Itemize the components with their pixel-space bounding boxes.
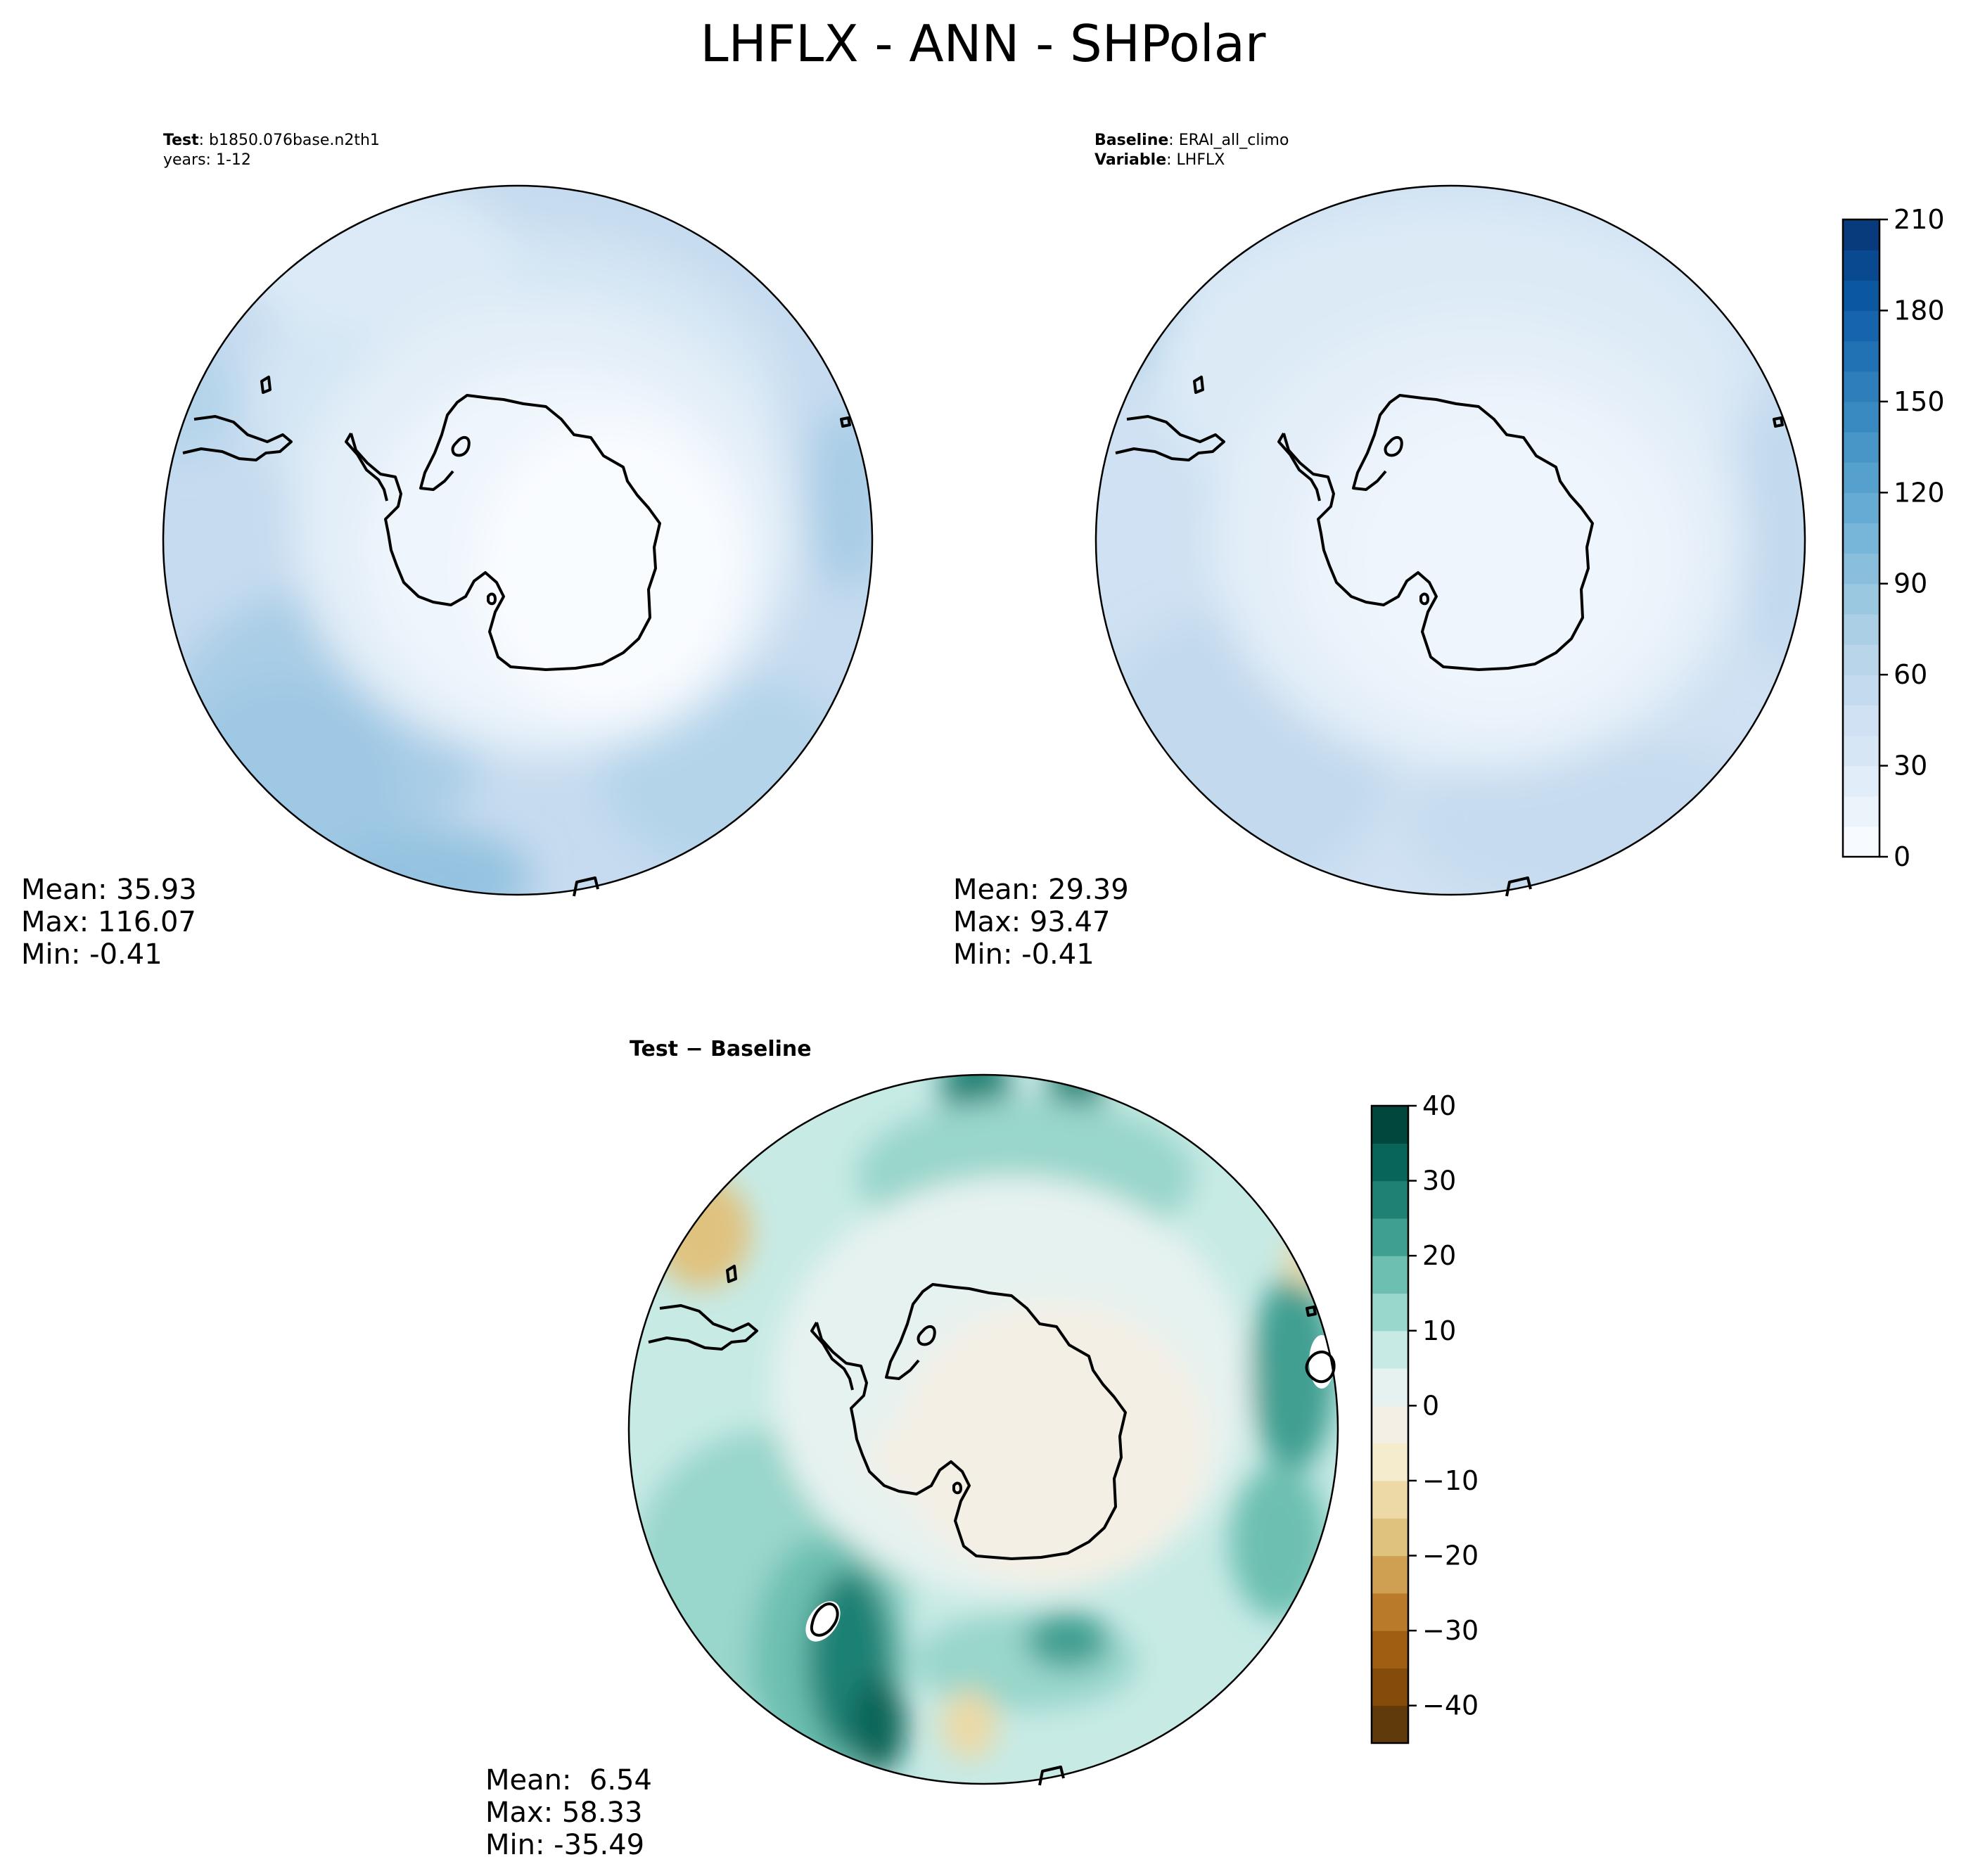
main-colorbar-color-band (1843, 735, 1879, 767)
main-colorbar-color-band (1843, 219, 1879, 250)
baseline-polar-map (1094, 184, 1806, 897)
diff-colorbar-tick-label: 40 (1422, 1090, 1456, 1121)
baseline-variable: Variable: LHFLX (1094, 151, 1225, 170)
baseline-max: Max: 93.47 (953, 906, 1111, 938)
diff-mean: Mean: 6.54 (485, 1764, 652, 1797)
main-colorbar-tick-label: 120 (1894, 477, 1945, 508)
baseline-label: Baseline (1094, 132, 1169, 149)
main-colorbar-color-band (1843, 675, 1879, 706)
test-stats: Mean: 35.93 Max: 116.07 Min: -0.41 (21, 874, 197, 971)
diff-colorbar-color-band (1372, 1180, 1408, 1219)
diff-colorbar-color-band (1372, 1443, 1408, 1481)
diff-stats: Mean: 6.54 Max: 58.33 Min: -35.49 (485, 1764, 652, 1861)
main-colorbar-color-band (1843, 613, 1879, 645)
diff-min: Min: -35.49 (485, 1829, 645, 1861)
main-colorbar-color-band (1843, 401, 1879, 433)
test-coastline (182, 376, 851, 897)
main-colorbar-tick-label: 180 (1894, 295, 1945, 326)
diff-colorbar-tick-label: −20 (1422, 1540, 1479, 1571)
main-colorbar-color-band (1843, 280, 1879, 312)
test-min: Min: -0.41 (21, 938, 162, 971)
diff-colorbar-color-band (1372, 1368, 1408, 1406)
diff-colorbar-color-band (1372, 1218, 1408, 1256)
diff-colorbar-color-band (1372, 1593, 1408, 1631)
main-colorbar-color-band (1843, 796, 1879, 827)
main-colorbar-tick-label: 30 (1894, 751, 1927, 781)
diff-colorbar-color-band (1372, 1518, 1408, 1557)
diff-colorbar: −40 −30 −20 −10 0 10 20 30 40 (1370, 1090, 1479, 1744)
main-colorbar-color-band (1843, 583, 1879, 615)
main-colorbar-tick-label: 60 (1894, 659, 1927, 690)
main-colorbar-color-band (1843, 462, 1879, 493)
diff-colorbar-tick-label: 30 (1422, 1166, 1456, 1197)
diff-panel-title: Test − Baseline (630, 1037, 812, 1061)
main-colorbar-color-band (1843, 492, 1879, 524)
main-colorbar-color-band (1843, 765, 1879, 797)
main-colorbar-color-band (1843, 705, 1879, 736)
diff-colorbar-color-band (1372, 1330, 1408, 1369)
diff-colorbar-color-band (1372, 1480, 1408, 1519)
baseline-min: Min: -0.41 (953, 938, 1094, 971)
test-case-name: : b1850.076base.n2th1 (198, 132, 380, 149)
main-colorbar-color-band (1843, 826, 1879, 857)
main-colorbar-tick-label: 210 (1894, 204, 1945, 235)
main-colorbar-color-band (1843, 371, 1879, 402)
baseline-case-name: : ERAI_all_climo (1168, 132, 1289, 149)
baseline-mean: Mean: 29.39 (953, 874, 1129, 906)
main-colorbar-color-band (1843, 340, 1879, 372)
diff-colorbar-color-band (1372, 1106, 1408, 1144)
test-years: years: 1-12 (163, 151, 251, 169)
test-polar-map (162, 184, 874, 897)
diff-colorbar-tick-label: 20 (1422, 1240, 1456, 1271)
main-colorbar-color-band (1843, 310, 1879, 342)
main-colorbar-frame (1841, 218, 1881, 858)
diff-colorbar-tick-label: 0 (1422, 1390, 1439, 1421)
diff-colorbar-color-band (1372, 1668, 1408, 1706)
diff-max: Max: 58.33 (485, 1797, 643, 1829)
main-colorbar-color-band (1843, 644, 1879, 675)
diff-colorbar-frame (1370, 1104, 1410, 1744)
variable-name: : LHFLX (1166, 151, 1225, 169)
test-panel-header: Test: b1850.076base.n2th1 (163, 131, 380, 151)
diff-polar-map (627, 1073, 1339, 1786)
diff-colorbar-color-band (1372, 1555, 1408, 1594)
diff-colorbar-tick-label: 10 (1422, 1315, 1456, 1346)
main-colorbar-tick-label: 0 (1894, 841, 1910, 872)
diff-colorbar-color-band (1372, 1143, 1408, 1182)
diff-colorbar-color-band (1372, 1631, 1408, 1669)
main-colorbar: 0 30 60 90 120 150 180 210 (1841, 204, 1945, 872)
diff-colorbar-tick-label: −10 (1422, 1465, 1479, 1496)
baseline-stats: Mean: 29.39 Max: 93.47 Min: -0.41 (953, 874, 1129, 971)
diff-colorbar-color-band (1372, 1705, 1408, 1744)
figure-title: LHFLX - ANN - SHPolar (700, 14, 1266, 73)
main-colorbar-color-band (1843, 432, 1879, 463)
baseline-coastline (1115, 376, 1784, 897)
test-max: Max: 116.07 (21, 906, 196, 938)
diff-colorbar-tick-label: −40 (1422, 1690, 1479, 1721)
main-colorbar-tick-label: 90 (1894, 568, 1927, 599)
main-colorbar-color-band (1843, 553, 1879, 585)
diff-colorbar-tick-label: −30 (1422, 1615, 1479, 1646)
variable-label: Variable (1094, 151, 1167, 169)
baseline-panel-header: Baseline: ERAI_all_climo (1094, 131, 1289, 151)
main-colorbar-color-band (1843, 523, 1879, 554)
test-mean: Mean: 35.93 (21, 874, 197, 906)
diff-colorbar-color-band (1372, 1256, 1408, 1294)
diff-coastline (648, 1265, 1336, 1786)
diff-colorbar-color-band (1372, 1293, 1408, 1332)
main-colorbar-tick-label: 150 (1894, 386, 1945, 417)
diff-colorbar-color-band (1372, 1405, 1408, 1444)
test-label: Test (163, 132, 199, 149)
main-colorbar-color-band (1843, 250, 1879, 281)
